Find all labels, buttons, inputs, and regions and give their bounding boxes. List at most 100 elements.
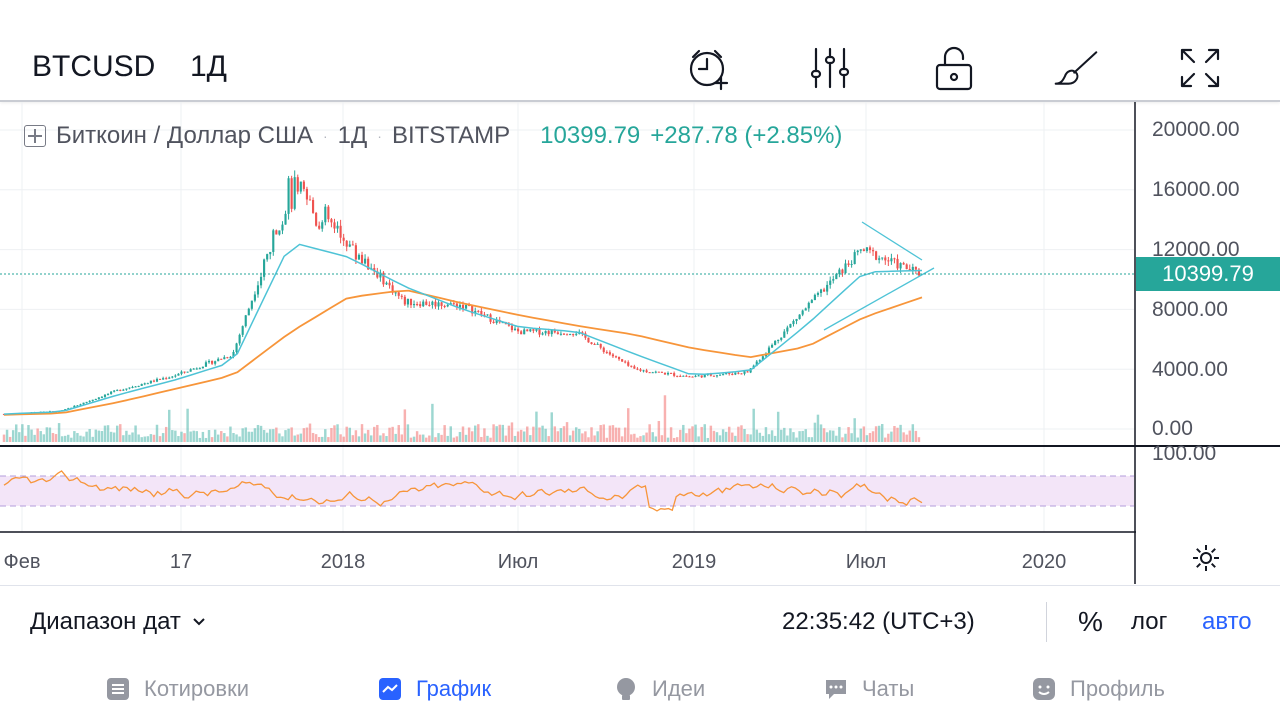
volume-bar (623, 427, 627, 442)
volume-bar (568, 435, 572, 442)
drawing-tools-button[interactable] (1052, 44, 1100, 92)
volume-bar (88, 429, 91, 442)
candle-body (581, 332, 584, 334)
volume-bar (874, 426, 878, 442)
candle-body (850, 264, 853, 266)
volume-bar (899, 424, 902, 442)
candle-body (382, 272, 385, 285)
date-range-button[interactable]: Диапазон дат (30, 608, 207, 636)
candle-body (211, 360, 214, 364)
volume-bar (232, 432, 235, 442)
volume-bar (54, 434, 58, 442)
chat-icon (826, 680, 846, 699)
indicators-button[interactable] (806, 44, 854, 92)
auto-scale-toggle[interactable]: авто (1202, 608, 1252, 635)
candle-body (835, 274, 838, 280)
volume-bar (464, 434, 468, 442)
candle-body (477, 310, 480, 312)
nav-item-quotes[interactable]: Котировки (106, 676, 249, 702)
candle-body (679, 376, 682, 378)
volume-bar (633, 433, 636, 442)
volume-bar (532, 426, 535, 442)
candle-body (351, 244, 354, 246)
volume-bar (718, 435, 722, 442)
candle-body (856, 250, 859, 253)
candle-body (416, 304, 419, 306)
nav-item-chats[interactable]: Чаты (824, 676, 914, 702)
candle-body (174, 375, 177, 377)
candle-body (290, 178, 293, 209)
candle-body (293, 177, 296, 209)
lock-button[interactable] (930, 44, 978, 92)
volume-bar (112, 432, 116, 442)
percent-scale-toggle[interactable]: % (1078, 606, 1103, 637)
volume-bar (36, 428, 39, 442)
volume-bar (366, 429, 370, 442)
volume-bar (415, 431, 419, 442)
candle-body (547, 331, 550, 335)
volume-bar (871, 431, 875, 442)
price-chart[interactable] (0, 102, 1280, 584)
candle-body (905, 264, 908, 270)
candle-body (180, 371, 183, 374)
volume-bar (682, 424, 685, 442)
volume-bar (608, 425, 612, 442)
candle-body (256, 285, 260, 295)
candle-body (88, 400, 91, 402)
volume-bar (265, 432, 269, 442)
candle-body (685, 375, 688, 377)
candle-body (642, 370, 645, 372)
x-tick-label: Фев (3, 551, 41, 573)
add-alert-button[interactable] (684, 44, 732, 92)
volume-bar (357, 436, 361, 442)
candle-body (412, 304, 416, 306)
candle-body (881, 257, 884, 259)
volume-bar (308, 423, 312, 442)
candle-body (152, 380, 156, 382)
fullscreen-button[interactable] (1176, 44, 1224, 92)
candle-body (397, 292, 400, 296)
plus-icon[interactable] (24, 125, 46, 147)
clock-timezone[interactable]: 22:35:42 (UTC+3) (782, 608, 975, 635)
symbol-selector[interactable]: BTCUSD (32, 50, 156, 83)
volume-bar (412, 436, 416, 442)
volume-bar (146, 436, 150, 442)
volume-bar (290, 427, 293, 442)
candle-body (868, 247, 872, 251)
candle-body (110, 391, 113, 394)
nav-item-ideas[interactable]: Идеи (614, 676, 705, 702)
volume-bar (474, 425, 477, 442)
volume-bar (94, 429, 98, 442)
volume-bar (317, 437, 321, 442)
candle-body (565, 334, 569, 336)
volume-bar (832, 430, 835, 442)
volume-bar (755, 429, 758, 442)
candle-body (324, 206, 327, 223)
candle-body (284, 213, 287, 225)
chart-area[interactable]: Биткоин / Доллар США · 1Д · BITSTAMP 103… (0, 102, 1280, 584)
volume-bar (553, 426, 557, 442)
volume-bar (70, 437, 73, 442)
log-scale-toggle[interactable]: лог (1131, 608, 1168, 635)
candle-body (862, 249, 865, 251)
volume-bar (819, 424, 823, 442)
fullscreen-icon (1180, 48, 1220, 88)
interval-selector[interactable]: 1Д (190, 50, 228, 83)
volume-bar (703, 424, 706, 442)
candle-body (657, 371, 660, 373)
volume-bar (400, 434, 404, 442)
x-tick-label: Июл (497, 551, 539, 573)
volume-bar (743, 428, 746, 442)
nav-item-profile[interactable]: Профиль (1032, 676, 1165, 702)
volume-bar (780, 429, 783, 442)
volume-bar (556, 431, 560, 442)
volume-bar (198, 437, 202, 442)
gear-icon[interactable] (1190, 542, 1222, 574)
volume-bar (642, 435, 645, 442)
volume-bar (73, 431, 76, 442)
volume-bar (42, 434, 46, 442)
candle-body (452, 303, 455, 305)
candle-body (486, 314, 489, 316)
nav-item-chart[interactable]: График (378, 676, 491, 702)
volume-bar (131, 432, 134, 442)
